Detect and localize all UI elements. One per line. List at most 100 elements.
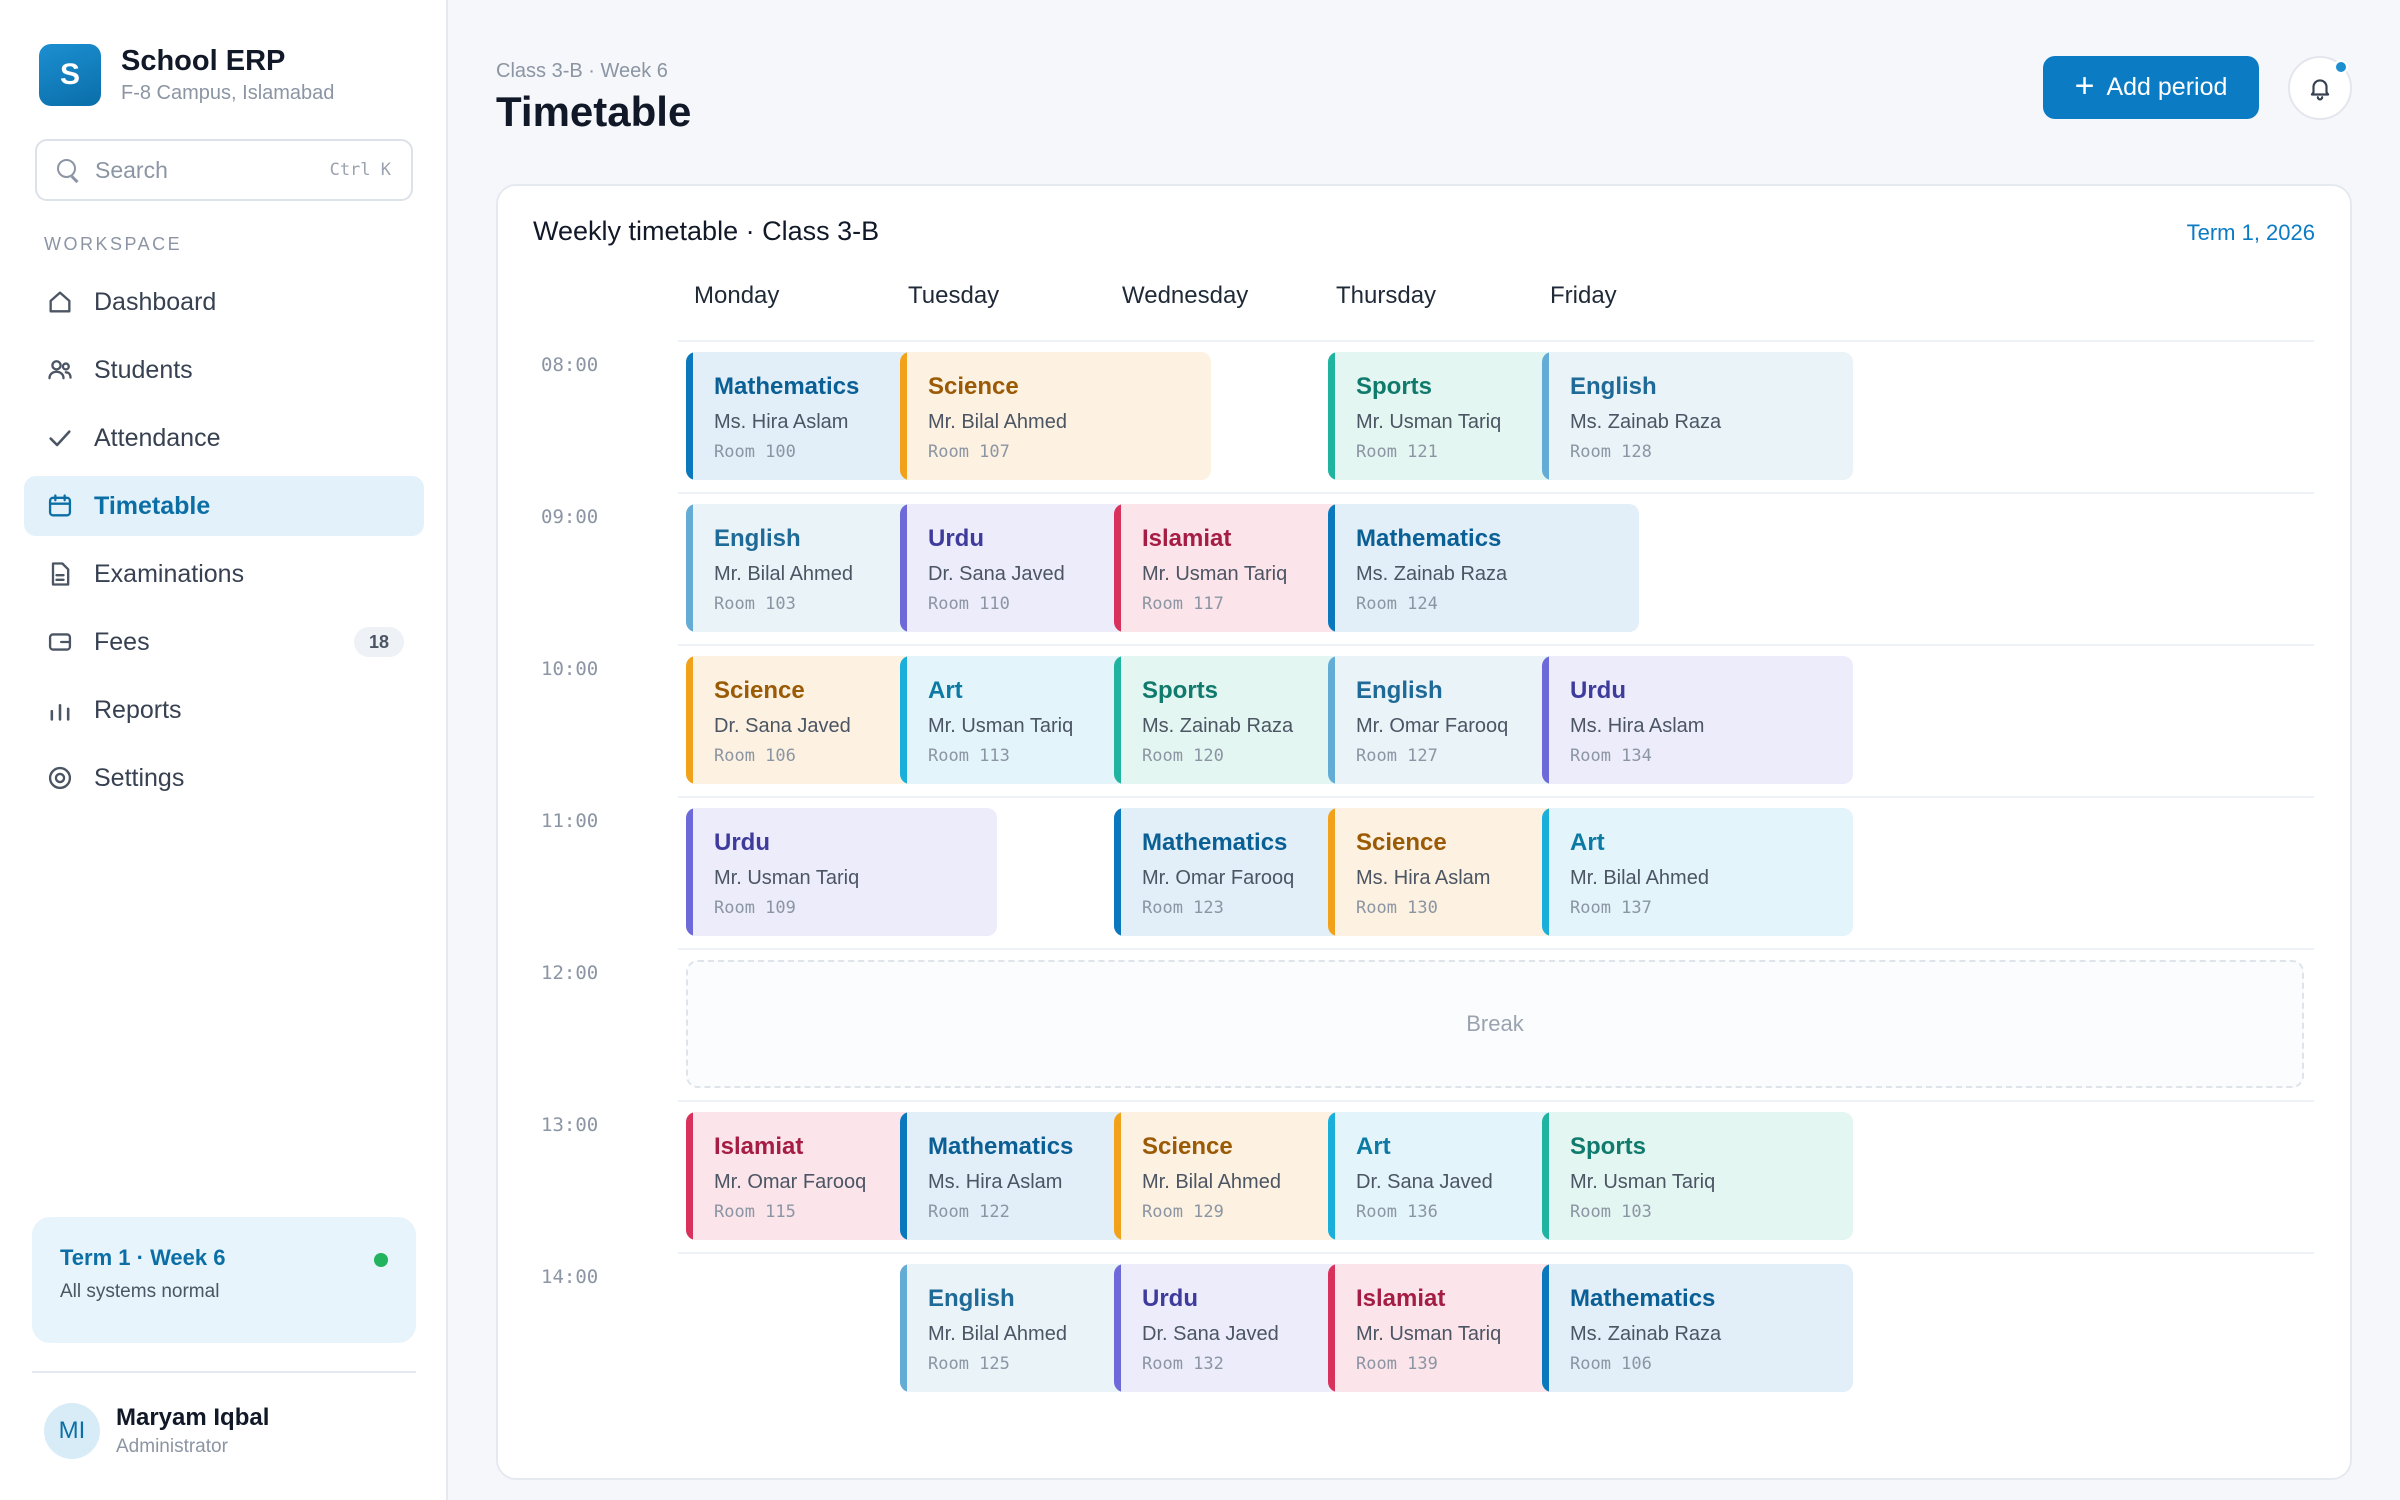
period-room: Room 117 xyxy=(1142,594,1224,614)
period-teacher: Mr. Bilal Ahmed xyxy=(1570,867,1709,889)
sidebar-item-label: Timetable xyxy=(94,491,211,520)
period-subject: English xyxy=(714,525,801,552)
sidebar-item-reports[interactable]: Reports xyxy=(24,680,424,740)
sidebar-item-examinations[interactable]: Examinations xyxy=(24,544,424,604)
period-teacher: Mr. Usman Tariq xyxy=(1356,1323,1502,1345)
period-teacher: Ms. Hira Aslam xyxy=(1356,867,1491,889)
period-room: Room 127 xyxy=(1356,746,1438,766)
day-header-friday: Friday xyxy=(1550,282,1617,309)
period-card[interactable]: Urdu Mr. Usman Tariq Room 109 xyxy=(686,808,997,936)
search-input[interactable]: Search Ctrl K xyxy=(35,139,413,201)
row-divider xyxy=(678,1252,2314,1254)
app-subtitle: F-8 Campus, Islamabad xyxy=(121,82,335,104)
period-teacher: Ms. Zainab Raza xyxy=(1570,1323,1722,1345)
period-teacher: Mr. Usman Tariq xyxy=(1356,411,1502,433)
period-subject: Sports xyxy=(1570,1133,1647,1160)
period-room: Room 120 xyxy=(1142,746,1224,766)
sidebar-item-dashboard[interactable]: Dashboard xyxy=(24,272,424,332)
period-room: Room 103 xyxy=(714,594,796,614)
sidebar-item-label: Students xyxy=(94,355,193,384)
period-room: Room 103 xyxy=(1570,1202,1652,1222)
term-week-label: Term 1 · Week 6 xyxy=(60,1245,226,1270)
period-subject: Urdu xyxy=(928,525,984,552)
app-title: School ERP xyxy=(121,45,286,77)
breadcrumb: Class 3-B · Week 6 xyxy=(496,60,668,82)
search-placeholder: Search xyxy=(95,156,168,183)
period-card[interactable]: Mathematics Ms. Zainab Raza Room 124 xyxy=(1328,504,1639,632)
period-card[interactable]: Mathematics Ms. Zainab Raza Room 106 xyxy=(1542,1264,1853,1392)
period-card[interactable]: Urdu Ms. Hira Aslam Room 134 xyxy=(1542,656,1853,784)
sidebar-item-label: Fees xyxy=(94,627,150,656)
period-teacher: Ms. Zainab Raza xyxy=(1570,411,1722,433)
period-room: Room 122 xyxy=(928,1202,1010,1222)
notifications-button[interactable] xyxy=(2288,56,2352,120)
period-teacher: Mr. Usman Tariq xyxy=(928,715,1074,737)
sidebar-item-timetable[interactable]: Timetable xyxy=(24,476,424,536)
period-room: Room 106 xyxy=(1570,1354,1652,1374)
term-status-card: Term 1 · Week 6 All systems normal xyxy=(32,1217,416,1343)
sidebar-item-label: Reports xyxy=(94,695,182,724)
period-subject: Mathematics xyxy=(1142,829,1288,856)
time-label: 11:00 xyxy=(541,810,599,832)
period-room: Room 136 xyxy=(1356,1202,1438,1222)
period-teacher: Ms. Zainab Raza xyxy=(1356,563,1508,585)
user-name: Maryam Iqbal xyxy=(116,1404,270,1431)
period-subject: Urdu xyxy=(1142,1285,1198,1312)
period-subject: Mathematics xyxy=(1570,1285,1716,1312)
sidebar-item-attendance[interactable]: Attendance xyxy=(24,408,424,468)
sidebar-item-students[interactable]: Students xyxy=(24,340,424,400)
wallet-icon xyxy=(46,628,74,656)
row-divider xyxy=(678,1100,2314,1102)
row-divider xyxy=(678,340,2314,342)
period-card[interactable]: Sports Mr. Usman Tariq Room 103 xyxy=(1542,1112,1853,1240)
timetable-grid: Monday Tuesday Wednesday Thursday Friday 08:0… xyxy=(498,186,2350,1478)
period-subject: English xyxy=(928,1285,1015,1312)
period-subject: Science xyxy=(928,373,1019,400)
period-teacher: Mr. Bilal Ahmed xyxy=(928,1323,1067,1345)
sidebar-item-label: Attendance xyxy=(94,423,221,452)
divider xyxy=(32,1371,416,1373)
day-header-tuesday: Tuesday xyxy=(908,282,1000,309)
timetable-card: Weekly timetable · Class 3-B Term 1, 202… xyxy=(496,184,2352,1480)
period-subject: Science xyxy=(1142,1133,1233,1160)
period-subject: Mathematics xyxy=(714,373,860,400)
sidebar-item-fees[interactable]: Fees 18 xyxy=(24,612,424,672)
status-dot-icon xyxy=(374,1253,388,1267)
nav-section-label: WORKSPACE xyxy=(44,234,183,254)
period-room: Room 121 xyxy=(1356,442,1438,462)
period-teacher: Mr. Usman Tariq xyxy=(714,867,860,889)
sidebar-item-settings[interactable]: Settings xyxy=(24,748,424,808)
term-link[interactable]: Term 1, 2026 xyxy=(2186,220,2315,245)
sidebar-item-label: Settings xyxy=(94,763,185,792)
period-subject: Art xyxy=(928,677,963,704)
add-period-button[interactable]: + Add period xyxy=(2043,56,2259,119)
bell-icon xyxy=(2310,79,2330,101)
sidebar-nav: Dashboard Students Attendance Timetable … xyxy=(24,272,424,816)
period-teacher: Mr. Bilal Ahmed xyxy=(928,411,1067,433)
day-header-wednesday: Wednesday xyxy=(1122,282,1249,309)
time-label: 09:00 xyxy=(541,506,599,528)
brand[interactable]: S School ERP F-8 Campus, Islamabad xyxy=(39,44,334,106)
period-subject: Urdu xyxy=(1570,677,1626,704)
period-room: Room 100 xyxy=(714,442,796,462)
period-room: Room 130 xyxy=(1356,898,1438,918)
period-subject: English xyxy=(1356,677,1443,704)
period-card[interactable]: Art Mr. Bilal Ahmed Room 137 xyxy=(1542,808,1853,936)
user-profile[interactable]: MI Maryam Iqbal Administrator xyxy=(44,1403,269,1459)
period-room: Room 113 xyxy=(928,746,1010,766)
period-room: Room 123 xyxy=(1142,898,1224,918)
period-subject: Urdu xyxy=(714,829,770,856)
search-shortcut: Ctrl K xyxy=(329,160,391,180)
period-card[interactable]: English Ms. Zainab Raza Room 128 xyxy=(1542,352,1853,480)
page-title: Timetable xyxy=(496,88,692,135)
row-divider xyxy=(678,644,2314,646)
period-subject: Art xyxy=(1356,1133,1391,1160)
period-card[interactable]: Science Mr. Bilal Ahmed Room 107 xyxy=(900,352,1211,480)
period-room: Room 129 xyxy=(1142,1202,1224,1222)
day-header-monday: Monday xyxy=(694,282,780,309)
period-teacher: Dr. Sana Javed xyxy=(1356,1171,1493,1193)
period-teacher: Ms. Hira Aslam xyxy=(714,411,849,433)
period-card[interactable]: Science Mr. Bilal Ahmed Room 129 xyxy=(1114,1112,1425,1240)
period-room: Room 132 xyxy=(1142,1354,1224,1374)
period-room: Room 124 xyxy=(1356,594,1438,614)
